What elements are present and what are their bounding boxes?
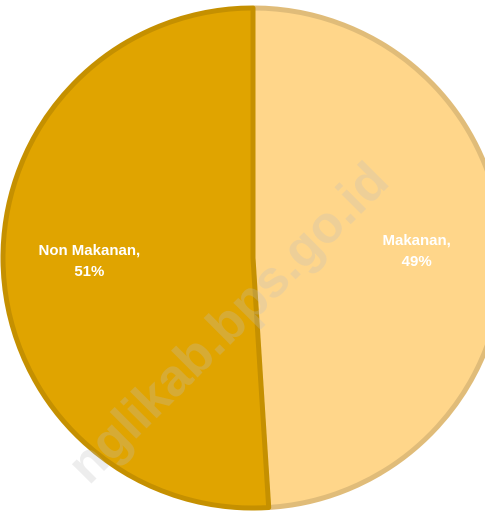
data-label-value: 51% xyxy=(74,263,104,280)
data-label-category: Non Makanan, xyxy=(38,242,140,259)
pie-slice xyxy=(250,5,485,511)
data-labels: Makanan, 49% Non Makanan, 51% xyxy=(38,232,450,280)
data-label: Non Makanan, 51% xyxy=(38,242,140,280)
data-label-value: 49% xyxy=(402,253,432,270)
data-label-category: Makanan, xyxy=(382,232,450,249)
pie xyxy=(0,5,485,511)
pie-slice xyxy=(0,5,272,511)
data-label: Makanan, 49% xyxy=(382,232,450,270)
